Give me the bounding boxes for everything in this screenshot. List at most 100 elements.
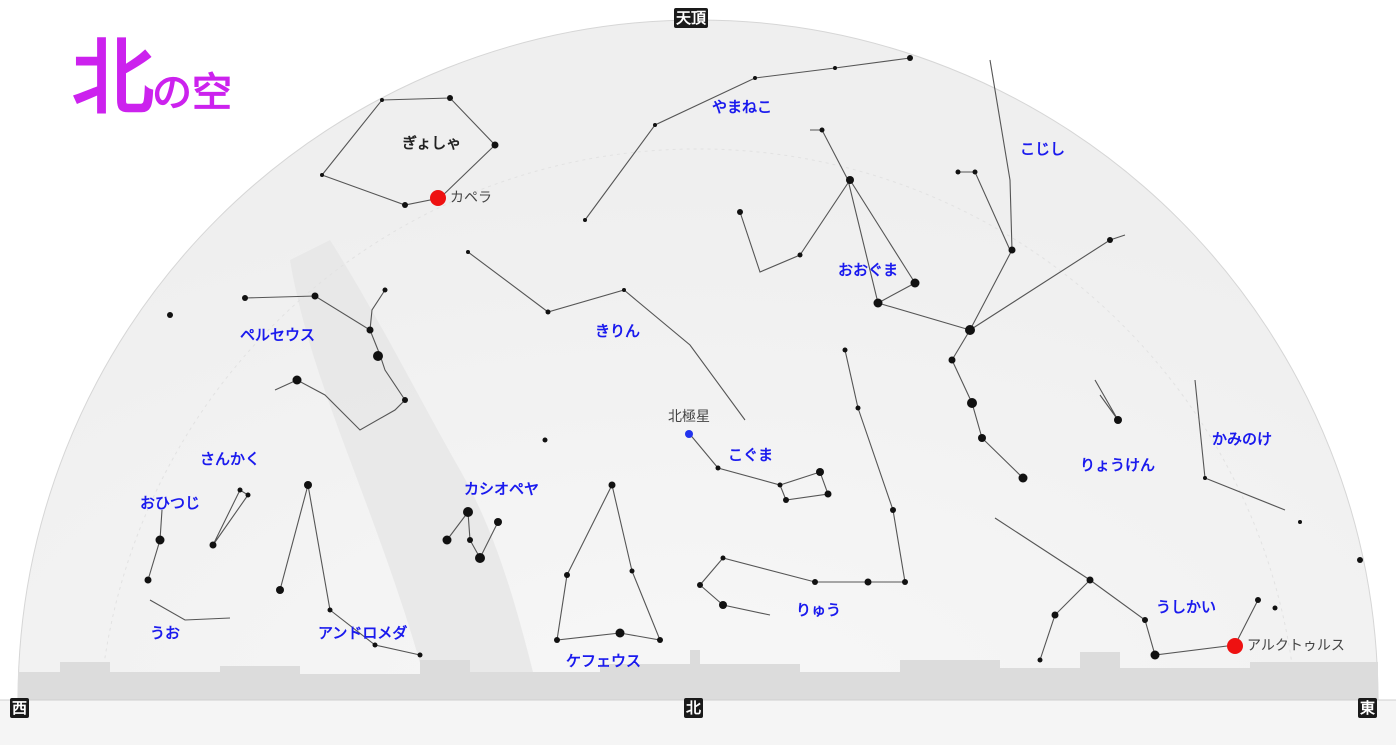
- star: [276, 586, 284, 594]
- star: [245, 492, 251, 498]
- star: [1272, 605, 1278, 611]
- star: [583, 218, 587, 222]
- ursa-major-body: [877, 59, 1013, 331]
- star: [466, 250, 470, 254]
- star: [242, 295, 248, 301]
- constellation-label: きりん: [595, 322, 641, 340]
- constellation-label: ぎょしゃ: [402, 134, 462, 152]
- star: [819, 127, 825, 133]
- star: [209, 541, 217, 549]
- star: [842, 347, 848, 353]
- sky-dome: [17, 19, 1379, 701]
- star: [907, 55, 913, 61]
- star: [542, 437, 548, 443]
- constellation-label: アンドロメダ: [318, 624, 408, 642]
- star: [1357, 557, 1363, 563]
- direction-zenith: 天頂: [674, 8, 709, 28]
- milky-way: [290, 240, 540, 700]
- polaris-star: [685, 430, 693, 438]
- star: [978, 434, 986, 442]
- star: [783, 497, 789, 503]
- pisces-line: [149, 599, 231, 621]
- bootes-line: [994, 517, 1259, 656]
- star: [965, 325, 975, 335]
- polaris-label: 北極星: [668, 409, 710, 425]
- direction-west: 西: [10, 698, 30, 718]
- capella-star: [430, 190, 446, 206]
- arcturus-label: アルクトゥルス: [1247, 638, 1345, 654]
- star: [167, 312, 173, 318]
- draco-line: [699, 349, 906, 616]
- star: [292, 375, 302, 385]
- direction-north: 北: [684, 698, 704, 718]
- star: [777, 482, 783, 488]
- star: [902, 579, 908, 585]
- star: [554, 637, 560, 643]
- title-suffix: の空: [152, 70, 233, 116]
- constellation-label: うしかい: [1156, 598, 1217, 616]
- star: [417, 652, 423, 658]
- star: [1086, 576, 1094, 584]
- constellation-label: ケフェウス: [566, 652, 642, 670]
- star: [972, 169, 978, 175]
- star: [475, 553, 485, 563]
- star: [491, 141, 499, 149]
- arcturus-star: [1227, 638, 1243, 654]
- star: [1114, 416, 1122, 424]
- star: [967, 398, 977, 408]
- star: [304, 481, 312, 489]
- star: [955, 169, 961, 175]
- star: [719, 601, 727, 609]
- star: [1203, 476, 1207, 480]
- star: [812, 579, 818, 585]
- constellation-label: りゅう: [796, 601, 842, 619]
- title-main: 北: [72, 31, 154, 126]
- constellation-label: おひつじ: [140, 494, 201, 512]
- constellation-label: りょうけん: [1080, 456, 1156, 474]
- star: [910, 278, 920, 288]
- star: [237, 487, 243, 493]
- perseus-branch: [369, 289, 386, 331]
- star: [373, 351, 383, 361]
- star: [697, 582, 703, 588]
- star: [629, 568, 635, 574]
- constellation-label: かみのけ: [1212, 430, 1273, 448]
- star: [380, 98, 384, 102]
- star: [653, 123, 657, 127]
- star: [608, 481, 616, 489]
- constellation-label: ペルセウス: [240, 326, 316, 344]
- star: [846, 176, 854, 184]
- star: [873, 298, 883, 308]
- star: [402, 202, 408, 208]
- star: [622, 288, 626, 292]
- star: [442, 535, 452, 545]
- star: [1107, 237, 1113, 243]
- star: [327, 607, 333, 613]
- star: [797, 252, 803, 258]
- star: [382, 287, 388, 293]
- star: [402, 397, 408, 403]
- star: [320, 173, 324, 177]
- star: [948, 356, 956, 364]
- horizon-silhouette: [18, 650, 1378, 700]
- capella-label: カペラ: [450, 190, 492, 206]
- map-title: 北の空: [72, 38, 232, 120]
- star: [1142, 617, 1148, 623]
- star: [1255, 597, 1261, 603]
- constellation-label: さんかく: [200, 450, 261, 468]
- star: [753, 76, 757, 80]
- star: [657, 637, 663, 643]
- star: [737, 209, 743, 215]
- star: [1037, 657, 1043, 663]
- constellation-label: こぐま: [728, 446, 774, 464]
- star: [890, 507, 896, 513]
- star: [463, 507, 473, 517]
- star: [366, 326, 374, 334]
- star: [311, 292, 319, 300]
- star: [467, 537, 473, 543]
- constellation-label: カシオペヤ: [464, 480, 540, 498]
- direction-east: 東: [1358, 698, 1378, 718]
- star: [720, 555, 726, 561]
- star: [1018, 473, 1028, 483]
